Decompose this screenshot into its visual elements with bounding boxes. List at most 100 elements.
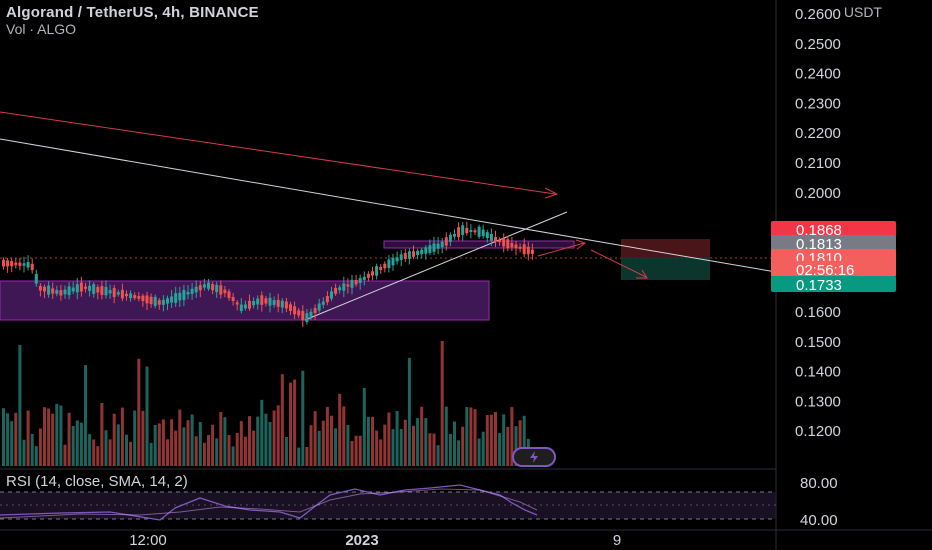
volume-bar (22, 439, 26, 466)
rsi-indicator-label[interactable]: RSI (14, close, SMA, 14, 2) (6, 473, 188, 490)
volume-bar (420, 406, 424, 466)
lightning-icon[interactable] (512, 447, 556, 467)
candle (350, 279, 354, 288)
resistance-zone (383, 240, 575, 249)
volume-bar (252, 430, 256, 466)
candle (489, 234, 493, 241)
candle (346, 284, 350, 287)
price-tick-label: 0.2400 (795, 66, 841, 83)
candle (272, 300, 276, 305)
candle (71, 287, 75, 292)
candle (120, 289, 124, 299)
volume-bar (18, 344, 22, 466)
candle (84, 286, 87, 289)
volume-bar (84, 365, 87, 466)
candle (506, 239, 510, 249)
candle (219, 285, 223, 295)
candle (153, 296, 157, 306)
candle (182, 289, 186, 300)
volume-bar (141, 410, 145, 466)
candle (2, 259, 5, 267)
candle (477, 226, 481, 237)
volume-bar (145, 366, 149, 466)
volume-bar (436, 445, 440, 466)
volume-bar (174, 430, 178, 466)
time-tick-label: 9 (613, 532, 621, 549)
volume-bar (215, 438, 219, 466)
volume-bar (219, 412, 223, 466)
candle (448, 234, 452, 242)
price-label-box (771, 235, 896, 251)
volume-bar (293, 379, 297, 466)
volume-bar (342, 406, 346, 466)
candle (239, 304, 243, 312)
candle (317, 303, 321, 311)
volume-bar (51, 413, 55, 466)
candle (469, 229, 473, 232)
candle (137, 296, 141, 299)
forecast-arrow-up-head (575, 239, 587, 250)
candle (96, 286, 100, 293)
candle (231, 297, 235, 302)
price-tick-label: 0.2100 (795, 155, 841, 172)
volume-bar (34, 446, 38, 466)
volume-bar (120, 407, 124, 466)
volume-bar (280, 374, 284, 466)
candle (395, 257, 399, 262)
volume-bar (231, 446, 235, 466)
candle (125, 293, 128, 297)
candle (502, 238, 506, 247)
price-tick-label: 0.1200 (795, 423, 841, 440)
volume-bar (161, 419, 165, 466)
candle (354, 279, 358, 285)
candle (289, 304, 292, 311)
candle (260, 295, 264, 305)
volume-bar (178, 409, 182, 466)
candle (518, 246, 522, 249)
candle (243, 304, 247, 309)
volume-bar (485, 415, 489, 466)
forecast-arrow-up (537, 242, 585, 257)
candle (301, 310, 305, 321)
candle (432, 243, 436, 252)
candle (420, 249, 424, 255)
volume-bar (137, 358, 141, 466)
volume-bar (43, 407, 46, 466)
price-tick-label: 0.1600 (795, 304, 841, 321)
candle (170, 296, 174, 303)
candle (481, 229, 485, 237)
candle (34, 273, 38, 284)
rsi-tick-label: 40.00 (800, 512, 838, 529)
volume-bar (75, 420, 79, 466)
candle (18, 262, 22, 266)
candle (6, 260, 10, 267)
red-trendline (0, 111, 556, 195)
descending-trendline (0, 138, 777, 273)
stop-zone (621, 239, 710, 257)
time-tick-label: 2023 (345, 532, 378, 549)
candle (161, 299, 165, 305)
candle (440, 241, 444, 248)
volume-bar (416, 418, 420, 466)
volume-bar (6, 413, 10, 466)
volume-bar (59, 405, 63, 466)
volume-indicator-label[interactable]: Vol · ALGO (6, 21, 77, 37)
volume-bar (2, 408, 5, 466)
volume-bar (379, 439, 383, 466)
volume-bar (407, 357, 411, 466)
volume-bar (96, 446, 100, 466)
red-arrowhead (544, 187, 559, 199)
price-tick-label: 0.2500 (795, 36, 841, 53)
rsi-sma-line (0, 488, 538, 519)
candle (342, 283, 346, 291)
candle (407, 251, 411, 259)
candle (256, 298, 260, 305)
volume-bar (202, 442, 206, 466)
candle (59, 290, 63, 296)
volume-bar (186, 420, 190, 466)
candle (444, 237, 448, 246)
candle (325, 296, 329, 303)
candle (453, 233, 456, 237)
candle (186, 291, 190, 295)
